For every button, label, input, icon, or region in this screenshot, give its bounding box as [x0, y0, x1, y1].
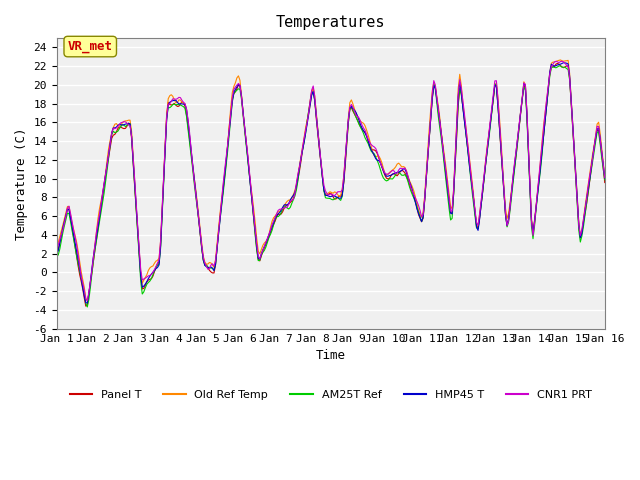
- HMP45 T: [236, 83, 244, 89]
- AM25T Ref: [218, 204, 225, 209]
- Panel T: [236, 83, 244, 89]
- CNR1 PRT: [601, 175, 609, 180]
- HMP45 T: [294, 174, 302, 180]
- Old Ref Temp: [557, 57, 564, 63]
- Panel T: [245, 168, 253, 173]
- AM25T Ref: [53, 254, 61, 260]
- CNR1 PRT: [294, 171, 302, 177]
- HMP45 T: [245, 169, 253, 175]
- CNR1 PRT: [236, 82, 244, 88]
- Old Ref Temp: [236, 77, 244, 83]
- AM25T Ref: [601, 177, 609, 183]
- Panel T: [53, 250, 61, 255]
- Panel T: [554, 60, 561, 66]
- Panel T: [218, 200, 225, 205]
- AM25T Ref: [245, 168, 253, 174]
- HMP45 T: [218, 201, 225, 207]
- Old Ref Temp: [122, 118, 129, 124]
- Y-axis label: Temperature (C): Temperature (C): [15, 127, 28, 240]
- CNR1 PRT: [122, 119, 129, 125]
- AM25T Ref: [294, 178, 302, 183]
- Panel T: [122, 125, 129, 131]
- AM25T Ref: [122, 124, 129, 130]
- AM25T Ref: [236, 86, 244, 92]
- HMP45 T: [560, 60, 568, 66]
- HMP45 T: [53, 251, 61, 257]
- Old Ref Temp: [573, 193, 581, 199]
- AM25T Ref: [83, 304, 91, 310]
- HMP45 T: [122, 121, 129, 127]
- Old Ref Temp: [601, 174, 609, 180]
- Legend: Panel T, Old Ref Temp, AM25T Ref, HMP45 T, CNR1 PRT: Panel T, Old Ref Temp, AM25T Ref, HMP45 …: [65, 385, 596, 405]
- CNR1 PRT: [218, 197, 225, 203]
- Panel T: [82, 303, 90, 309]
- Old Ref Temp: [83, 298, 91, 304]
- HMP45 T: [601, 175, 609, 181]
- Panel T: [601, 180, 609, 185]
- Text: VR_met: VR_met: [68, 40, 113, 53]
- Old Ref Temp: [294, 172, 302, 178]
- Panel T: [294, 176, 302, 181]
- CNR1 PRT: [53, 245, 61, 251]
- Old Ref Temp: [218, 196, 225, 202]
- Line: HMP45 T: HMP45 T: [57, 63, 605, 303]
- CNR1 PRT: [245, 166, 253, 171]
- Panel T: [573, 199, 581, 205]
- CNR1 PRT: [558, 59, 566, 64]
- Line: AM25T Ref: AM25T Ref: [57, 66, 605, 307]
- AM25T Ref: [555, 63, 563, 69]
- Line: Panel T: Panel T: [57, 63, 605, 306]
- CNR1 PRT: [83, 298, 91, 304]
- Line: CNR1 PRT: CNR1 PRT: [57, 61, 605, 301]
- CNR1 PRT: [573, 199, 581, 204]
- Line: Old Ref Temp: Old Ref Temp: [57, 60, 605, 301]
- Title: Temperatures: Temperatures: [276, 15, 385, 30]
- X-axis label: Time: Time: [316, 349, 346, 362]
- Old Ref Temp: [53, 242, 61, 248]
- HMP45 T: [573, 195, 581, 201]
- AM25T Ref: [573, 202, 581, 208]
- Old Ref Temp: [245, 169, 253, 175]
- HMP45 T: [83, 300, 91, 306]
